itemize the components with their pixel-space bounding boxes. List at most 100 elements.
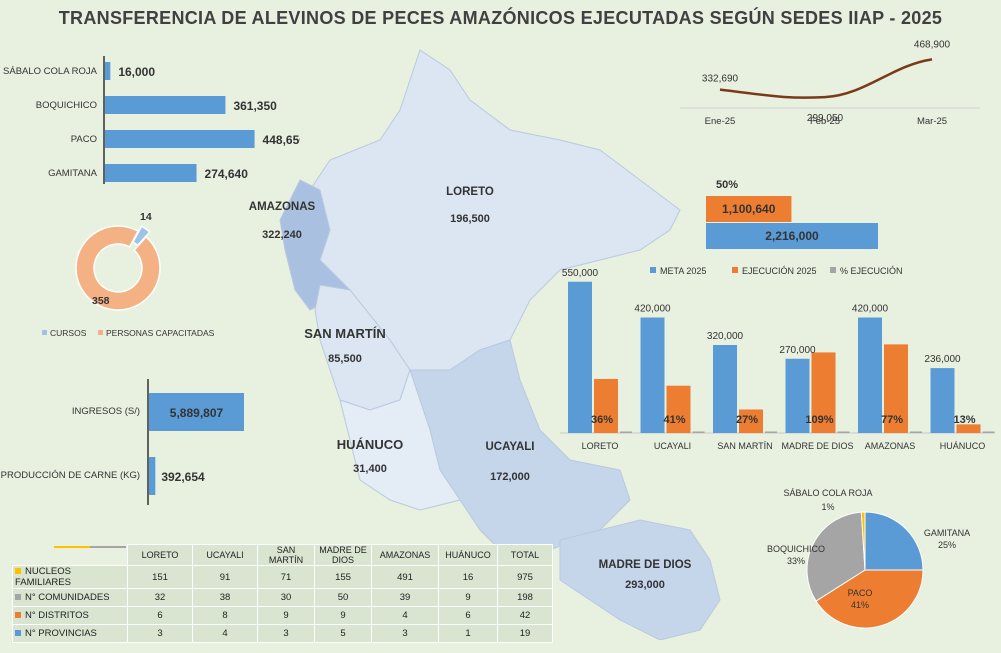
- table-cell: 151: [127, 565, 193, 589]
- region-ejecucion-bar: [739, 409, 763, 433]
- region-meta-label: 420,000: [634, 304, 671, 315]
- region-pct-label: 109%: [805, 414, 833, 426]
- table-cell: 19: [497, 624, 553, 643]
- income-category-label: PRODUCCIÓN DE CARNE (KG): [1, 470, 140, 481]
- region-pct-label: 27%: [736, 414, 758, 426]
- pie-category-label: BOQUICHICO: [767, 544, 825, 554]
- pie-value-label: 33%: [787, 556, 805, 566]
- region-pct-label: 41%: [663, 414, 685, 426]
- region-grouped-bar-chart: META 2025 EJECUCIÓN 2025 % EJECUCIÓN 550,0…: [560, 266, 995, 451]
- table-header: LORETO: [127, 544, 193, 566]
- pie-category-label: GAMITANA: [924, 528, 970, 538]
- table-cell: 9: [257, 606, 315, 625]
- region-pct-bar: [620, 431, 632, 433]
- row-label: N° PROVINCIAS: [25, 628, 97, 639]
- table-cell: 16: [438, 565, 498, 589]
- region-meta-label: 320,000: [707, 331, 744, 342]
- table-header: UCAYALI: [192, 544, 258, 566]
- region-category-label: HUÁNUCO: [940, 441, 986, 451]
- species-bar-value-label: 274,640: [205, 167, 249, 181]
- region-pct-bar: [837, 431, 850, 433]
- species-bar-value-label: 16,000: [118, 65, 155, 79]
- species-bar-value-label: 361,350: [233, 99, 277, 113]
- species-bar: [105, 96, 226, 114]
- species-bar-category-label: GAMITANA: [48, 168, 98, 179]
- table-cell: 3: [127, 624, 193, 643]
- region-pct-bar: [765, 431, 777, 433]
- region-meta-bar: [640, 317, 665, 433]
- table-header: AMAZONAS: [371, 544, 439, 566]
- region-pct-label: 77%: [881, 414, 903, 426]
- map-region-name: HUÁNUCO: [337, 437, 403, 452]
- region-legend-swatch: [732, 267, 738, 273]
- income-value-label: 392,654: [161, 470, 205, 484]
- table-row: N° PROVINCIAS 3 4 3 5 3 1 19: [12, 624, 553, 643]
- totals-bar: [706, 223, 878, 249]
- species-bar-value-label: 448,650: [263, 133, 300, 147]
- region-category-label: SAN MARTÍN: [717, 441, 772, 451]
- donut-value-label: 358: [92, 295, 110, 307]
- species-bar: [105, 164, 197, 182]
- page-title: TRANSFERENCIA DE ALEVINOS DE PECES AMAZÓ…: [58, 8, 943, 28]
- species-bar-category-label: BOQUICHICO: [36, 100, 97, 111]
- region-ejecucion-bar: [884, 344, 908, 433]
- table-cell: 4: [192, 624, 258, 643]
- region-meta-bar: [568, 281, 592, 433]
- map-region-value: 293,000: [625, 579, 665, 591]
- monthly-category-label: Mar-25: [917, 116, 947, 127]
- table-cell: 32: [127, 588, 193, 607]
- table-cell: 38: [192, 588, 258, 607]
- monthly-value-label: 299,050: [807, 113, 844, 124]
- row-label: N° COMUNIDADES: [25, 592, 110, 603]
- totals-value-label: 2,216,000: [765, 229, 819, 243]
- species-bar-chart: SÁBALO COLA ROJA 16,000 BOQUICHICO 361,350 P…: [3, 56, 300, 184]
- table-header: HUÁNUCO: [438, 544, 498, 566]
- monthly-category-label: Ene-25: [705, 116, 736, 127]
- table-cell: 9: [438, 588, 498, 607]
- totals-value-label: 1,100,640: [722, 202, 776, 216]
- map-region-name: AMAZONAS: [249, 201, 316, 213]
- map-region-value: 31,400: [353, 463, 387, 475]
- row-label: NUCLEOS FAMILIARES: [15, 566, 71, 588]
- pie-slice: [860, 511, 866, 571]
- map-region-value: 322,240: [262, 229, 302, 241]
- monthly-series-line: [719, 58, 933, 99]
- map-region-value: 196,500: [450, 213, 490, 225]
- region-pct-label: 13%: [953, 414, 975, 426]
- table-cell: 1: [438, 624, 498, 643]
- monthly-value-label: 468,900: [914, 39, 951, 50]
- income-bar-chart: INGRESOS (S/) 5,889,807 PRODUCCIÓN DE CARN…: [1, 379, 244, 505]
- map-region-huanuco: [339, 368, 461, 511]
- totals-bar-chart: 50% 1,100,640 2,216,000: [706, 179, 878, 249]
- totals-percent-label: 50%: [716, 179, 738, 191]
- table-cell: 6: [127, 606, 193, 625]
- region-category-label: AMAZONAS: [865, 441, 916, 451]
- income-value-label: 5,889,807: [170, 406, 224, 420]
- region-ejecucion-bar: [594, 378, 618, 433]
- region-pct-bar: [692, 431, 705, 433]
- region-meta-label: 236,000: [924, 354, 961, 365]
- map-region-name: MADRE DE DIOS: [599, 559, 692, 571]
- yellow-accent-line: [54, 546, 90, 548]
- region-legend-swatch: [830, 267, 836, 273]
- table-cell: 6: [438, 606, 498, 625]
- region-meta-bar: [785, 358, 810, 433]
- table-cell: 3: [257, 624, 315, 643]
- table-cell: 50: [314, 588, 372, 607]
- region-meta-label: 420,000: [852, 304, 889, 315]
- income-category-label: INGRESOS (S/): [72, 406, 140, 417]
- totals-bar: [706, 196, 792, 222]
- pie-value-label: 41%: [851, 600, 869, 610]
- training-donut-chart: 14 358 CURSOS PERSONAS CAPACITADAS: [42, 211, 215, 338]
- region-legend-label: % EJECUCIÓN: [840, 266, 903, 276]
- table-header: TOTAL: [497, 544, 553, 566]
- map-region-madre-de-dios: [559, 519, 721, 640]
- species-bar-category-label: PACO: [71, 134, 97, 145]
- region-category-label: LORETO: [582, 441, 619, 451]
- map-region-value: 85,500: [328, 353, 362, 365]
- table-header: SAN MARTÍN: [257, 544, 315, 566]
- region-meta-label: 550,000: [562, 268, 599, 279]
- map-region-name: UCAYALI: [486, 441, 535, 453]
- income-bar: [149, 457, 156, 495]
